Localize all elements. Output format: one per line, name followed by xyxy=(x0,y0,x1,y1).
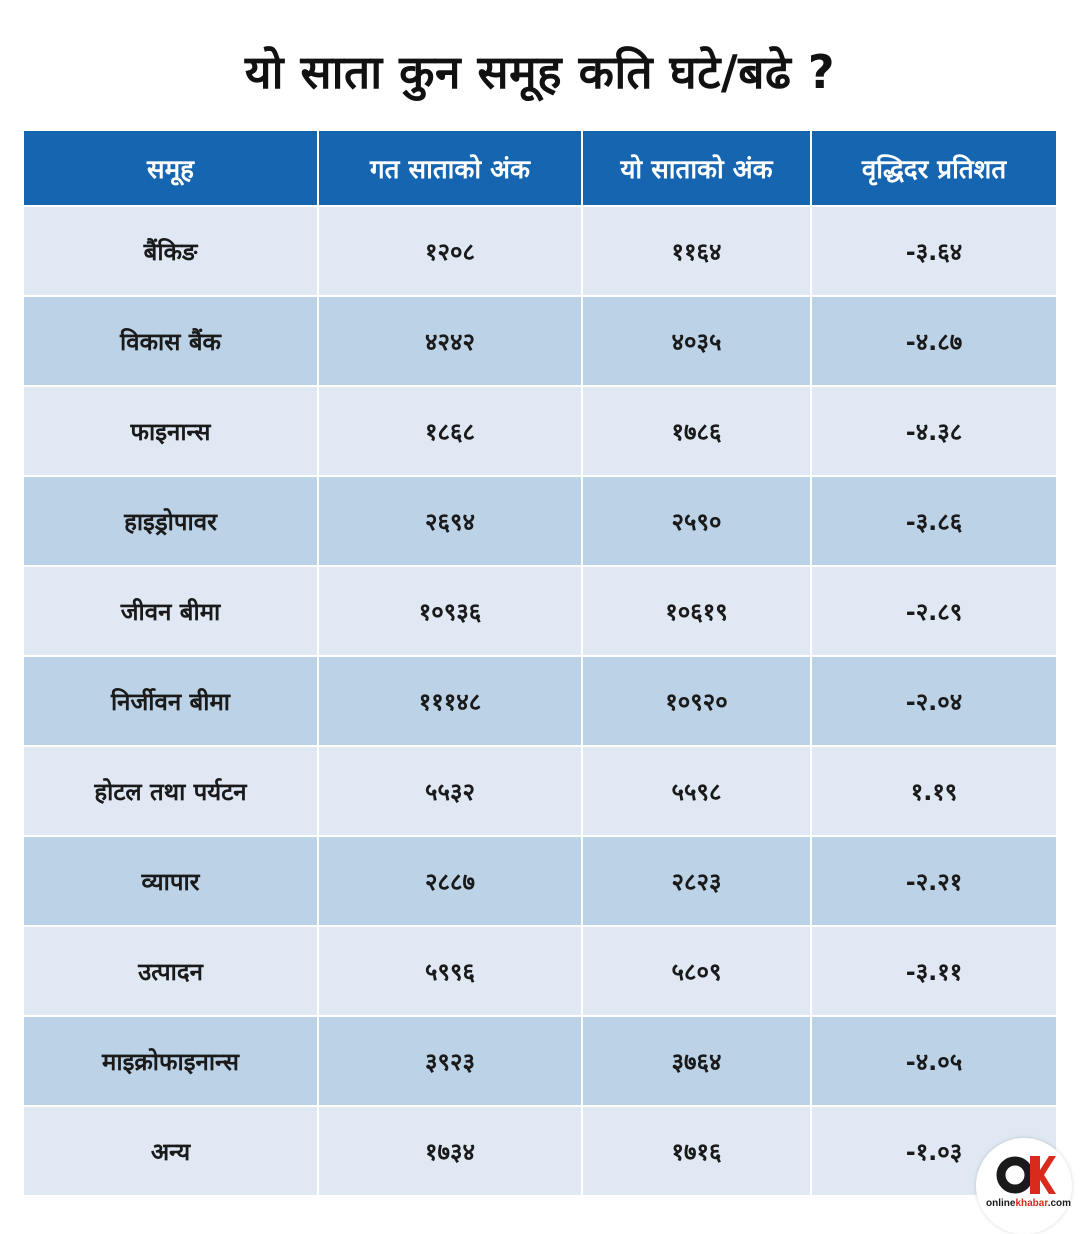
table-row: निर्जीवन बीमा १११४८ १०९२० -२.०४ xyxy=(24,656,1056,747)
cell-group: व्यापार xyxy=(24,836,319,927)
cell-this-week: १७१६ xyxy=(582,1106,812,1197)
column-header-growth-rate: वृद्धिदर प्रतिशत xyxy=(811,131,1056,207)
cell-last-week: ३९२३ xyxy=(318,1016,583,1107)
cell-last-week: १७३४ xyxy=(318,1106,583,1197)
cell-growth-rate: -४.०५ xyxy=(811,1016,1056,1107)
table-row: माइक्रोफाइनान्स ३९२३ ३७६४ -४.०५ xyxy=(24,1016,1056,1107)
cell-this-week: २८२३ xyxy=(582,836,812,927)
table-row: हाइड्रोपावर २६९४ २५९० -३.८६ xyxy=(24,476,1056,567)
table-row: जीवन बीमा १०९३६ १०६१९ -२.८९ xyxy=(24,566,1056,657)
page-title: यो साता कुन समूह कति घटे/बढे ? xyxy=(244,45,836,99)
logo-wordmark: onlinekhabar.com xyxy=(986,1198,1072,1209)
cell-group: उत्पादन xyxy=(24,926,319,1017)
cell-this-week: ११६४ xyxy=(582,206,812,297)
table-row: उत्पादन ५९९६ ५८०९ -३.११ xyxy=(24,926,1056,1017)
column-header-this-week: यो साताको अंक xyxy=(582,131,812,207)
cell-growth-rate: -३.६४ xyxy=(811,206,1056,297)
table-row: होटल तथा पर्यटन ५५३२ ५५९८ १.१९ xyxy=(24,746,1056,837)
cell-growth-rate: -२.२१ xyxy=(811,836,1056,927)
table-row: विकास बैंक ४२४२ ४०३५ -४.८७ xyxy=(24,296,1056,387)
cell-group: जीवन बीमा xyxy=(24,566,319,657)
data-table: समूह गत साताको अंक यो साताको अंक वृद्धिद… xyxy=(24,131,1056,1197)
cell-this-week: १७८६ xyxy=(582,386,812,477)
cell-this-week: ५८०९ xyxy=(582,926,812,1017)
cell-this-week: ३७६४ xyxy=(582,1016,812,1107)
cell-group: निर्जीवन बीमा xyxy=(24,656,319,747)
table-row: व्यापार २८८७ २८२३ -२.२१ xyxy=(24,836,1056,927)
cell-this-week: २५९० xyxy=(582,476,812,567)
cell-group: अन्य xyxy=(24,1106,319,1197)
cell-this-week: ४०३५ xyxy=(582,296,812,387)
cell-growth-rate: -४.८७ xyxy=(811,296,1056,387)
cell-this-week: १०६१९ xyxy=(582,566,812,657)
cell-group: फाइनान्स xyxy=(24,386,319,477)
column-header-last-week: गत साताको अंक xyxy=(318,131,583,207)
cell-last-week: १११४८ xyxy=(318,656,583,747)
cell-last-week: ५५३२ xyxy=(318,746,583,837)
cell-last-week: ४२४२ xyxy=(318,296,583,387)
table-row: फाइनान्स १८६८ १७८६ -४.३८ xyxy=(24,386,1056,477)
cell-last-week: १०९३६ xyxy=(318,566,583,657)
cell-group: बैंकिङ xyxy=(24,206,319,297)
cell-last-week: ५९९६ xyxy=(318,926,583,1017)
cell-this-week: १०९२० xyxy=(582,656,812,747)
ok-logo-icon xyxy=(996,1156,1056,1194)
column-header-group: समूह xyxy=(24,131,319,207)
cell-last-week: २८८७ xyxy=(318,836,583,927)
table-header-row: समूह गत साताको अंक यो साताको अंक वृद्धिद… xyxy=(24,131,1056,207)
cell-this-week: ५५९८ xyxy=(582,746,812,837)
cell-group: विकास बैंक xyxy=(24,296,319,387)
table-body: बैंकिङ १२०८ ११६४ -३.६४ विकास बैंक ४२४२ ४०३५ -४.… xyxy=(24,206,1056,1197)
cell-last-week: १८६८ xyxy=(318,386,583,477)
cell-growth-rate: १.१९ xyxy=(811,746,1056,837)
cell-growth-rate: -४.३८ xyxy=(811,386,1056,477)
table-row: अन्य १७३४ १७१६ -१.०३ xyxy=(24,1106,1056,1197)
cell-growth-rate: -३.११ xyxy=(811,926,1056,1017)
cell-group: माइक्रोफाइनान्स xyxy=(24,1016,319,1107)
cell-growth-rate: -२.०४ xyxy=(811,656,1056,747)
cell-group: होटल तथा पर्यटन xyxy=(24,746,319,837)
cell-last-week: १२०८ xyxy=(318,206,583,297)
onlinekhabar-logo: onlinekhabar.com xyxy=(976,1138,1080,1234)
cell-growth-rate: -३.८६ xyxy=(811,476,1056,567)
cell-last-week: २६९४ xyxy=(318,476,583,567)
cell-growth-rate: -२.८९ xyxy=(811,566,1056,657)
cell-group: हाइड्रोपावर xyxy=(24,476,319,567)
table-row: बैंकिङ १२०८ ११६४ -३.६४ xyxy=(24,206,1056,297)
